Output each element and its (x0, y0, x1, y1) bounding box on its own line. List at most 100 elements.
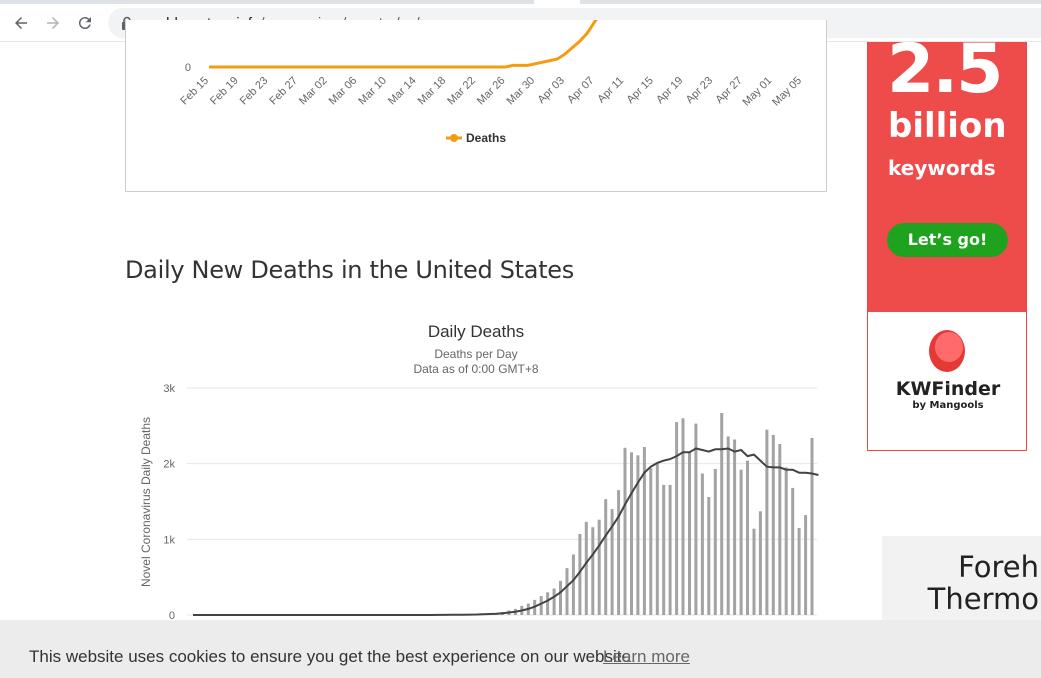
moving-average-line (193, 447, 819, 616)
ad-cta-button[interactable]: Let’s go! (887, 223, 1008, 257)
x-tick-label: Apr 03 (536, 75, 567, 106)
x-tick-label: Feb 15 (178, 75, 211, 108)
daily-deaths-bar (636, 455, 640, 615)
y-tick-label: 3k (163, 383, 175, 395)
learn-more-link[interactable]: Learn more (603, 647, 690, 666)
deaths-series-line (209, 20, 598, 69)
arrow-left-icon (15, 17, 27, 29)
y-tick-label: 2k (163, 459, 175, 471)
daily-deaths-bar (668, 484, 672, 615)
chart-title: Daily Deaths (428, 322, 524, 341)
daily-deaths-bar (733, 439, 737, 615)
daily-deaths-bar (552, 588, 556, 615)
x-tick-label: Mar 02 (297, 75, 330, 108)
ad-brand: KWFinder (895, 378, 1001, 400)
cookie-message: This website uses cookies to ensure you … (29, 647, 636, 666)
x-tick-label: May 05 (770, 75, 804, 109)
y-axis-label: Novel Coronavirus Daily Deaths (139, 417, 153, 587)
daily-deaths-bar (597, 519, 601, 615)
daily-deaths-bar (642, 447, 646, 615)
daily-deaths-bar (578, 534, 582, 615)
daily-deaths-bar (784, 467, 788, 615)
x-tick-label: Mar 10 (356, 75, 389, 108)
ad-subheadline: keywords (888, 156, 996, 180)
daily-deaths-bar (546, 592, 550, 615)
total-deaths-chart-card: 0 Feb 15 Feb 19 Feb 23 Feb 27 Mar 02 Mar 06 Mar… (125, 20, 827, 192)
reload-button[interactable] (72, 10, 98, 36)
x-tick-label: Apr 15 (624, 75, 655, 106)
section-title: Daily New Deaths in the United States (125, 256, 574, 284)
daily-deaths-bar (700, 473, 704, 615)
daily-deaths-bar (707, 497, 711, 615)
daily-deaths-bar (694, 423, 698, 615)
daily-deaths-bar (604, 499, 608, 615)
x-tick-label: Apr 07 (565, 75, 596, 106)
advertisement-2[interactable]: Foreh Thermo (882, 536, 1041, 626)
tab-strip (0, 0, 1041, 4)
x-tick-label: Mar 18 (416, 75, 449, 108)
daily-deaths-bar (623, 447, 627, 615)
legend-label: Deaths (466, 131, 506, 145)
cookie-banner: This website uses cookies to ensure you … (0, 620, 1041, 678)
daily-deaths-bar (726, 436, 730, 615)
x-tick-label: Apr 11 (595, 75, 626, 106)
daily-deaths-bar (571, 554, 575, 615)
ad-big-number: 2.5 (887, 42, 1003, 109)
daily-deaths-bar (746, 460, 749, 615)
daily-deaths-bar (771, 434, 775, 615)
x-tick-label: Mar 30 (505, 75, 538, 108)
chart-subtitle-2: Data as of 0:00 GMT+8 (413, 362, 538, 376)
legend-swatch-marker (450, 134, 458, 142)
daily-deaths-bar (610, 509, 614, 615)
reload-icon (78, 17, 91, 30)
daily-deaths-bar (713, 469, 717, 615)
daily-deaths-bar (810, 437, 814, 615)
daily-deaths-bar (752, 528, 756, 615)
ad2-line1: Foreh (958, 550, 1039, 584)
y-tick-label: 1k (163, 534, 175, 546)
chart-subtitle: Deaths per Day (434, 347, 517, 361)
x-tick-label: Apr 19 (654, 75, 685, 106)
arrow-right-icon (47, 17, 59, 29)
active-tab-edge[interactable] (534, 0, 580, 4)
ad-headline: billion (888, 106, 1007, 146)
daily-deaths-bar (584, 521, 588, 615)
daily-deaths-bar (681, 418, 685, 615)
daily-deaths-bar (797, 528, 801, 615)
daily-deaths-bar (649, 468, 653, 615)
daily-deaths-bar (630, 452, 633, 615)
daily-deaths-bar (565, 568, 569, 615)
x-tick-label: Feb 23 (238, 75, 271, 108)
x-tick-label: May 01 (740, 75, 774, 109)
ad-wave-divider (868, 282, 1026, 309)
daily-deaths-bar (739, 469, 743, 615)
daily-deaths-bar (804, 515, 808, 615)
daily-deaths-bar (791, 487, 795, 615)
ad2-line2: Thermo (927, 582, 1039, 616)
x-tick-label: Feb 27 (267, 75, 300, 108)
daily-deaths-bar (765, 429, 769, 615)
forward-button[interactable] (40, 10, 66, 36)
daily-deaths-bar (720, 413, 724, 615)
x-tick-label: Apr 23 (684, 75, 715, 106)
daily-deaths-bar (617, 490, 621, 615)
daily-deaths-bar (539, 596, 543, 615)
daily-deaths-bar (688, 451, 691, 615)
daily-deaths-bar (675, 422, 679, 615)
x-tick-label: Mar 06 (327, 75, 360, 108)
x-tick-label: Mar 22 (445, 75, 478, 108)
daily-deaths-bar (662, 484, 666, 615)
x-tick-label: Apr 27 (713, 75, 744, 106)
y-tick-label: 0 (169, 610, 175, 620)
x-tick-label: Feb 19 (208, 75, 241, 108)
back-button[interactable] (8, 10, 34, 36)
advertisement[interactable]: 2.5 billion keywords Let’s go! KWFinder … (867, 42, 1027, 451)
ad-brand-sub: by Mangools (912, 400, 984, 411)
daily-deaths-bar (758, 511, 762, 615)
ad-background (868, 42, 1026, 312)
daily-deaths-bar (655, 463, 659, 615)
x-tick-label: Mar 26 (475, 75, 508, 108)
y-tick-label: 0 (185, 62, 191, 74)
